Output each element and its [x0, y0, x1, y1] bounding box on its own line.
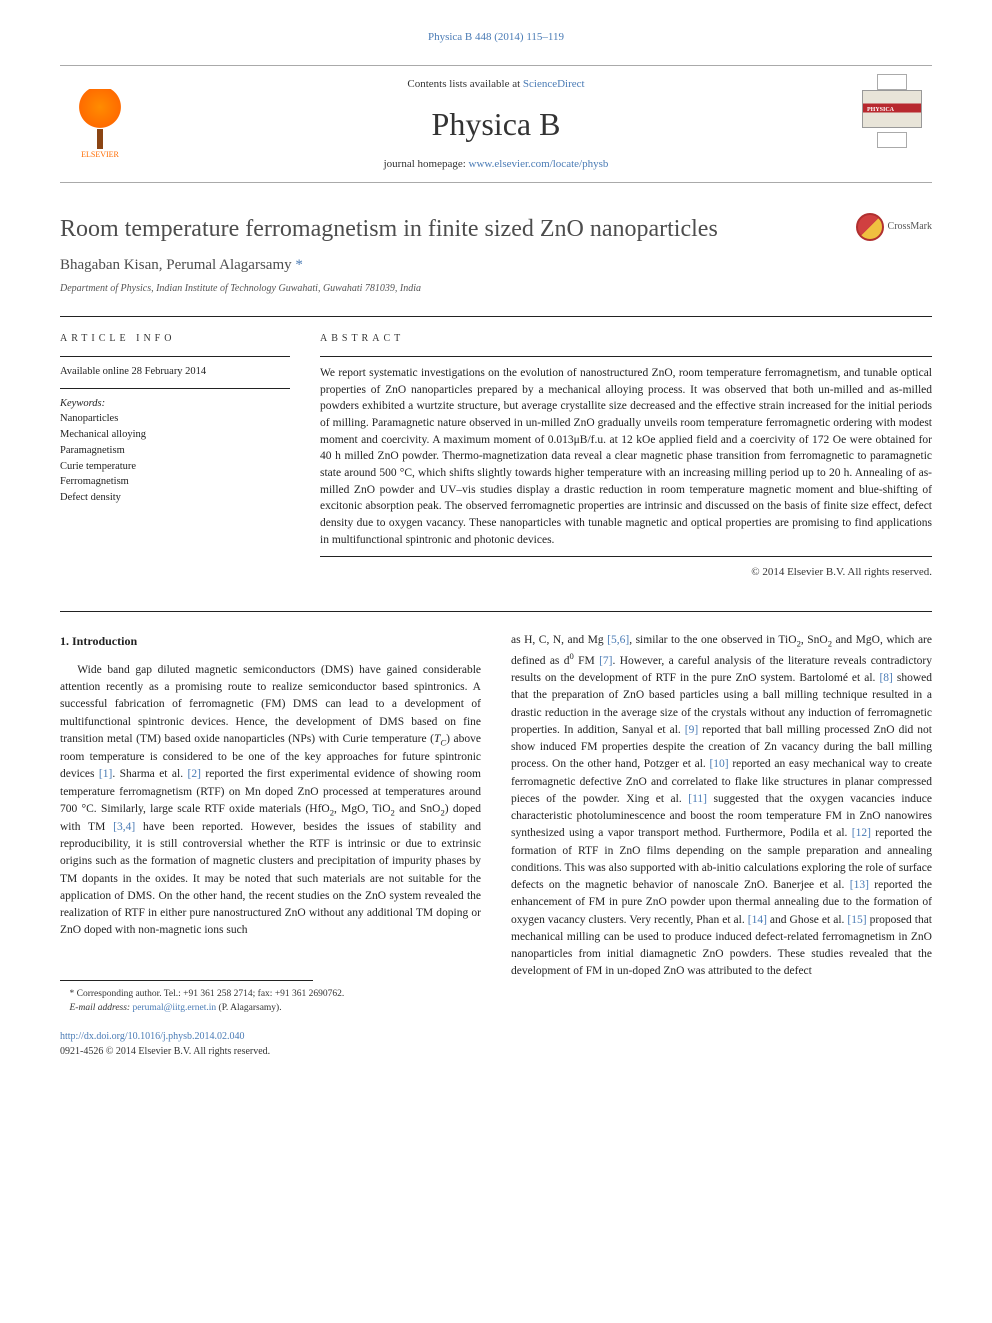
info-abstract-row: ARTICLE INFO Available online 28 Februar… [60, 316, 932, 581]
body-column-left: 1. Introduction Wide band gap diluted ma… [60, 632, 481, 1059]
keyword: Curie temperature [60, 459, 290, 475]
ref-link[interactable]: [15] [847, 914, 866, 926]
contents-prefix: Contents lists available at [407, 78, 522, 90]
cover-image-icon [862, 90, 922, 128]
crossmark-label: CrossMark [888, 220, 932, 234]
body-two-columns: 1. Introduction Wide band gap diluted ma… [60, 611, 932, 1059]
journal-cover-thumbnail [852, 74, 932, 174]
abstract-column: ABSTRACT We report systematic investigat… [320, 332, 932, 581]
intro-paragraph-2: as H, C, N, and Mg [5,6], similar to the… [511, 632, 932, 981]
elsevier-tree-icon [70, 89, 130, 149]
contents-available-line: Contents lists available at ScienceDirec… [140, 77, 852, 92]
homepage-prefix: journal homepage: [384, 158, 469, 170]
crossmark-icon [856, 213, 884, 241]
availability-date: Available online 28 February 2014 [60, 365, 290, 380]
article-title: Room temperature ferromagnetism in finit… [60, 213, 856, 247]
ref-link[interactable]: [13] [850, 879, 869, 891]
ref-link[interactable]: [10] [709, 758, 728, 770]
affiliation: Department of Physics, Indian Institute … [60, 282, 932, 296]
ref-link[interactable]: [3,4] [113, 821, 135, 833]
article-info-column: ARTICLE INFO Available online 28 Februar… [60, 332, 290, 581]
email-label: E-mail address: [70, 1003, 133, 1013]
body-column-right: as H, C, N, and Mg [5,6], similar to the… [511, 632, 932, 1059]
issn-copyright: 0921-4526 © 2014 Elsevier B.V. All right… [60, 1046, 270, 1057]
cover-small-top-icon [877, 74, 907, 90]
email-suffix: (P. Alagarsamy). [216, 1003, 281, 1013]
section-1-heading: 1. Introduction [60, 632, 481, 650]
keywords-label: Keywords: [60, 397, 290, 412]
authors-line: Bhagaban Kisan, Perumal Alagarsamy * [60, 255, 932, 276]
keyword: Paramagnetism [60, 443, 290, 459]
rule [60, 388, 290, 389]
publisher-label: ELSEVIER [81, 149, 119, 160]
keywords-list: Nanoparticles Mechanical alloying Parama… [60, 411, 290, 506]
journal-name: Physica B [140, 102, 852, 147]
ref-link[interactable]: [2] [188, 768, 201, 780]
ref-link[interactable]: [8] [879, 672, 892, 684]
ref-link[interactable]: [12] [852, 827, 871, 839]
author-names: Bhagaban Kisan, Perumal Alagarsamy [60, 257, 292, 273]
cover-small-bottom-icon [877, 132, 907, 148]
ref-link[interactable]: [11] [688, 793, 707, 805]
corresponding-author-footnote: * Corresponding author. Tel.: +91 361 25… [60, 987, 481, 1001]
ref-link[interactable]: [5,6] [607, 634, 629, 646]
intro-paragraph-1: Wide band gap diluted magnetic semicondu… [60, 662, 481, 940]
corresponding-author-marker[interactable]: * [295, 257, 303, 273]
abstract-text: We report systematic investigations on t… [320, 365, 932, 548]
keyword: Ferromagnetism [60, 474, 290, 490]
author-email-link[interactable]: perumal@iitg.ernet.in [132, 1003, 216, 1013]
rule [320, 356, 932, 357]
journal-homepage-line: journal homepage: www.elsevier.com/locat… [140, 157, 852, 172]
header-center: Contents lists available at ScienceDirec… [140, 77, 852, 173]
rule [60, 356, 290, 357]
doi-block: http://dx.doi.org/10.1016/j.physb.2014.0… [60, 1029, 481, 1059]
journal-reference: Physica B 448 (2014) 115–119 [60, 30, 932, 45]
elsevier-logo: ELSEVIER [60, 79, 140, 169]
ref-link[interactable]: [9] [685, 724, 698, 736]
sciencedirect-link[interactable]: ScienceDirect [523, 78, 585, 90]
ref-link[interactable]: [14] [748, 914, 767, 926]
rule [320, 556, 932, 557]
keyword: Mechanical alloying [60, 427, 290, 443]
keyword: Nanoparticles [60, 411, 290, 427]
journal-header-band: ELSEVIER Contents lists available at Sci… [60, 65, 932, 183]
article-info-heading: ARTICLE INFO [60, 332, 290, 346]
email-footnote: E-mail address: perumal@iitg.ernet.in (P… [60, 1001, 481, 1015]
title-row: Room temperature ferromagnetism in finit… [60, 213, 932, 247]
crossmark-badge[interactable]: CrossMark [856, 213, 932, 241]
ref-link[interactable]: [7] [599, 655, 612, 667]
footnote-separator [60, 980, 313, 981]
ref-link[interactable]: [1] [99, 768, 112, 780]
abstract-copyright: © 2014 Elsevier B.V. All rights reserved… [320, 565, 932, 580]
keyword: Defect density [60, 490, 290, 506]
doi-link[interactable]: http://dx.doi.org/10.1016/j.physb.2014.0… [60, 1031, 245, 1042]
abstract-heading: ABSTRACT [320, 332, 932, 346]
homepage-link[interactable]: www.elsevier.com/locate/physb [469, 158, 609, 170]
